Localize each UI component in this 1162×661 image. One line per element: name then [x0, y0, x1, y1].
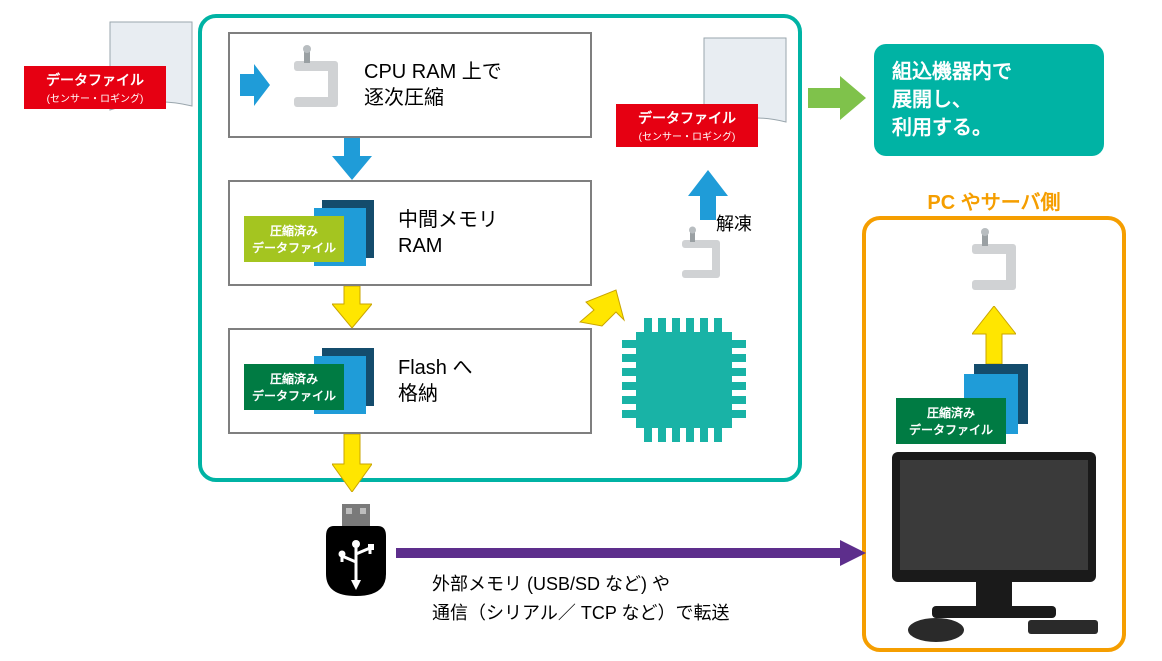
- compressed-label-olive: 圧縮済み データファイル: [244, 216, 344, 262]
- compressed-label-green-pc: 圧縮済み データファイル: [896, 398, 1006, 444]
- arrow-right-purple-icon: [396, 540, 866, 566]
- pc-side-title: PC やサーバ側: [862, 186, 1126, 215]
- datafile-text: データファイル: [46, 72, 144, 88]
- datafile-label-right: データファイル (センサー・ロギング): [616, 104, 758, 147]
- datafile-label-topleft: データファイル (センサー・ロギング): [24, 66, 166, 109]
- compressed-label-green: 圧縮済み データファイル: [244, 364, 344, 410]
- process-step-2: 圧縮済み データファイル 中間メモリ RAM: [228, 180, 592, 286]
- arrow-diagonal-yellow-icon: [574, 282, 634, 342]
- monitor-icon: [878, 446, 1110, 646]
- arrow-down-yellow-icon: [332, 434, 372, 492]
- transfer-text: 外部メモリ (USB/SD など) や 通信（シリアル／ TCP など）で転送: [432, 570, 852, 628]
- clamp-icon: [668, 226, 738, 296]
- arrow-down-yellow-icon: [332, 286, 372, 328]
- clamp-icon: [276, 45, 356, 125]
- arrow-right-icon: [240, 60, 270, 110]
- arrow-up-yellow-icon: [972, 306, 1016, 364]
- process-step-1: CPU RAM 上で 逐次圧縮: [228, 32, 592, 138]
- datafile-sub: (センサー・ロギング): [622, 128, 752, 143]
- datafile-sub: (センサー・ロギング): [30, 90, 160, 105]
- step1-text: CPU RAM 上で 逐次圧縮: [364, 59, 502, 111]
- arrow-up-blue-icon: [688, 170, 728, 220]
- clamp-icon: [954, 228, 1034, 308]
- step2-text: 中間メモリ RAM: [398, 207, 498, 259]
- arrow-right-green-icon: [808, 74, 866, 122]
- step3-text: Flash へ 格納: [398, 355, 472, 407]
- datafile-text: データファイル: [638, 110, 736, 126]
- callout-box: 組込機器内で 展開し、 利用する。: [874, 44, 1104, 156]
- process-step-3: 圧縮済み データファイル Flash へ 格納: [228, 328, 592, 434]
- usb-icon: [320, 500, 392, 600]
- arrow-down-icon: [332, 138, 372, 180]
- chip-icon: [614, 310, 754, 450]
